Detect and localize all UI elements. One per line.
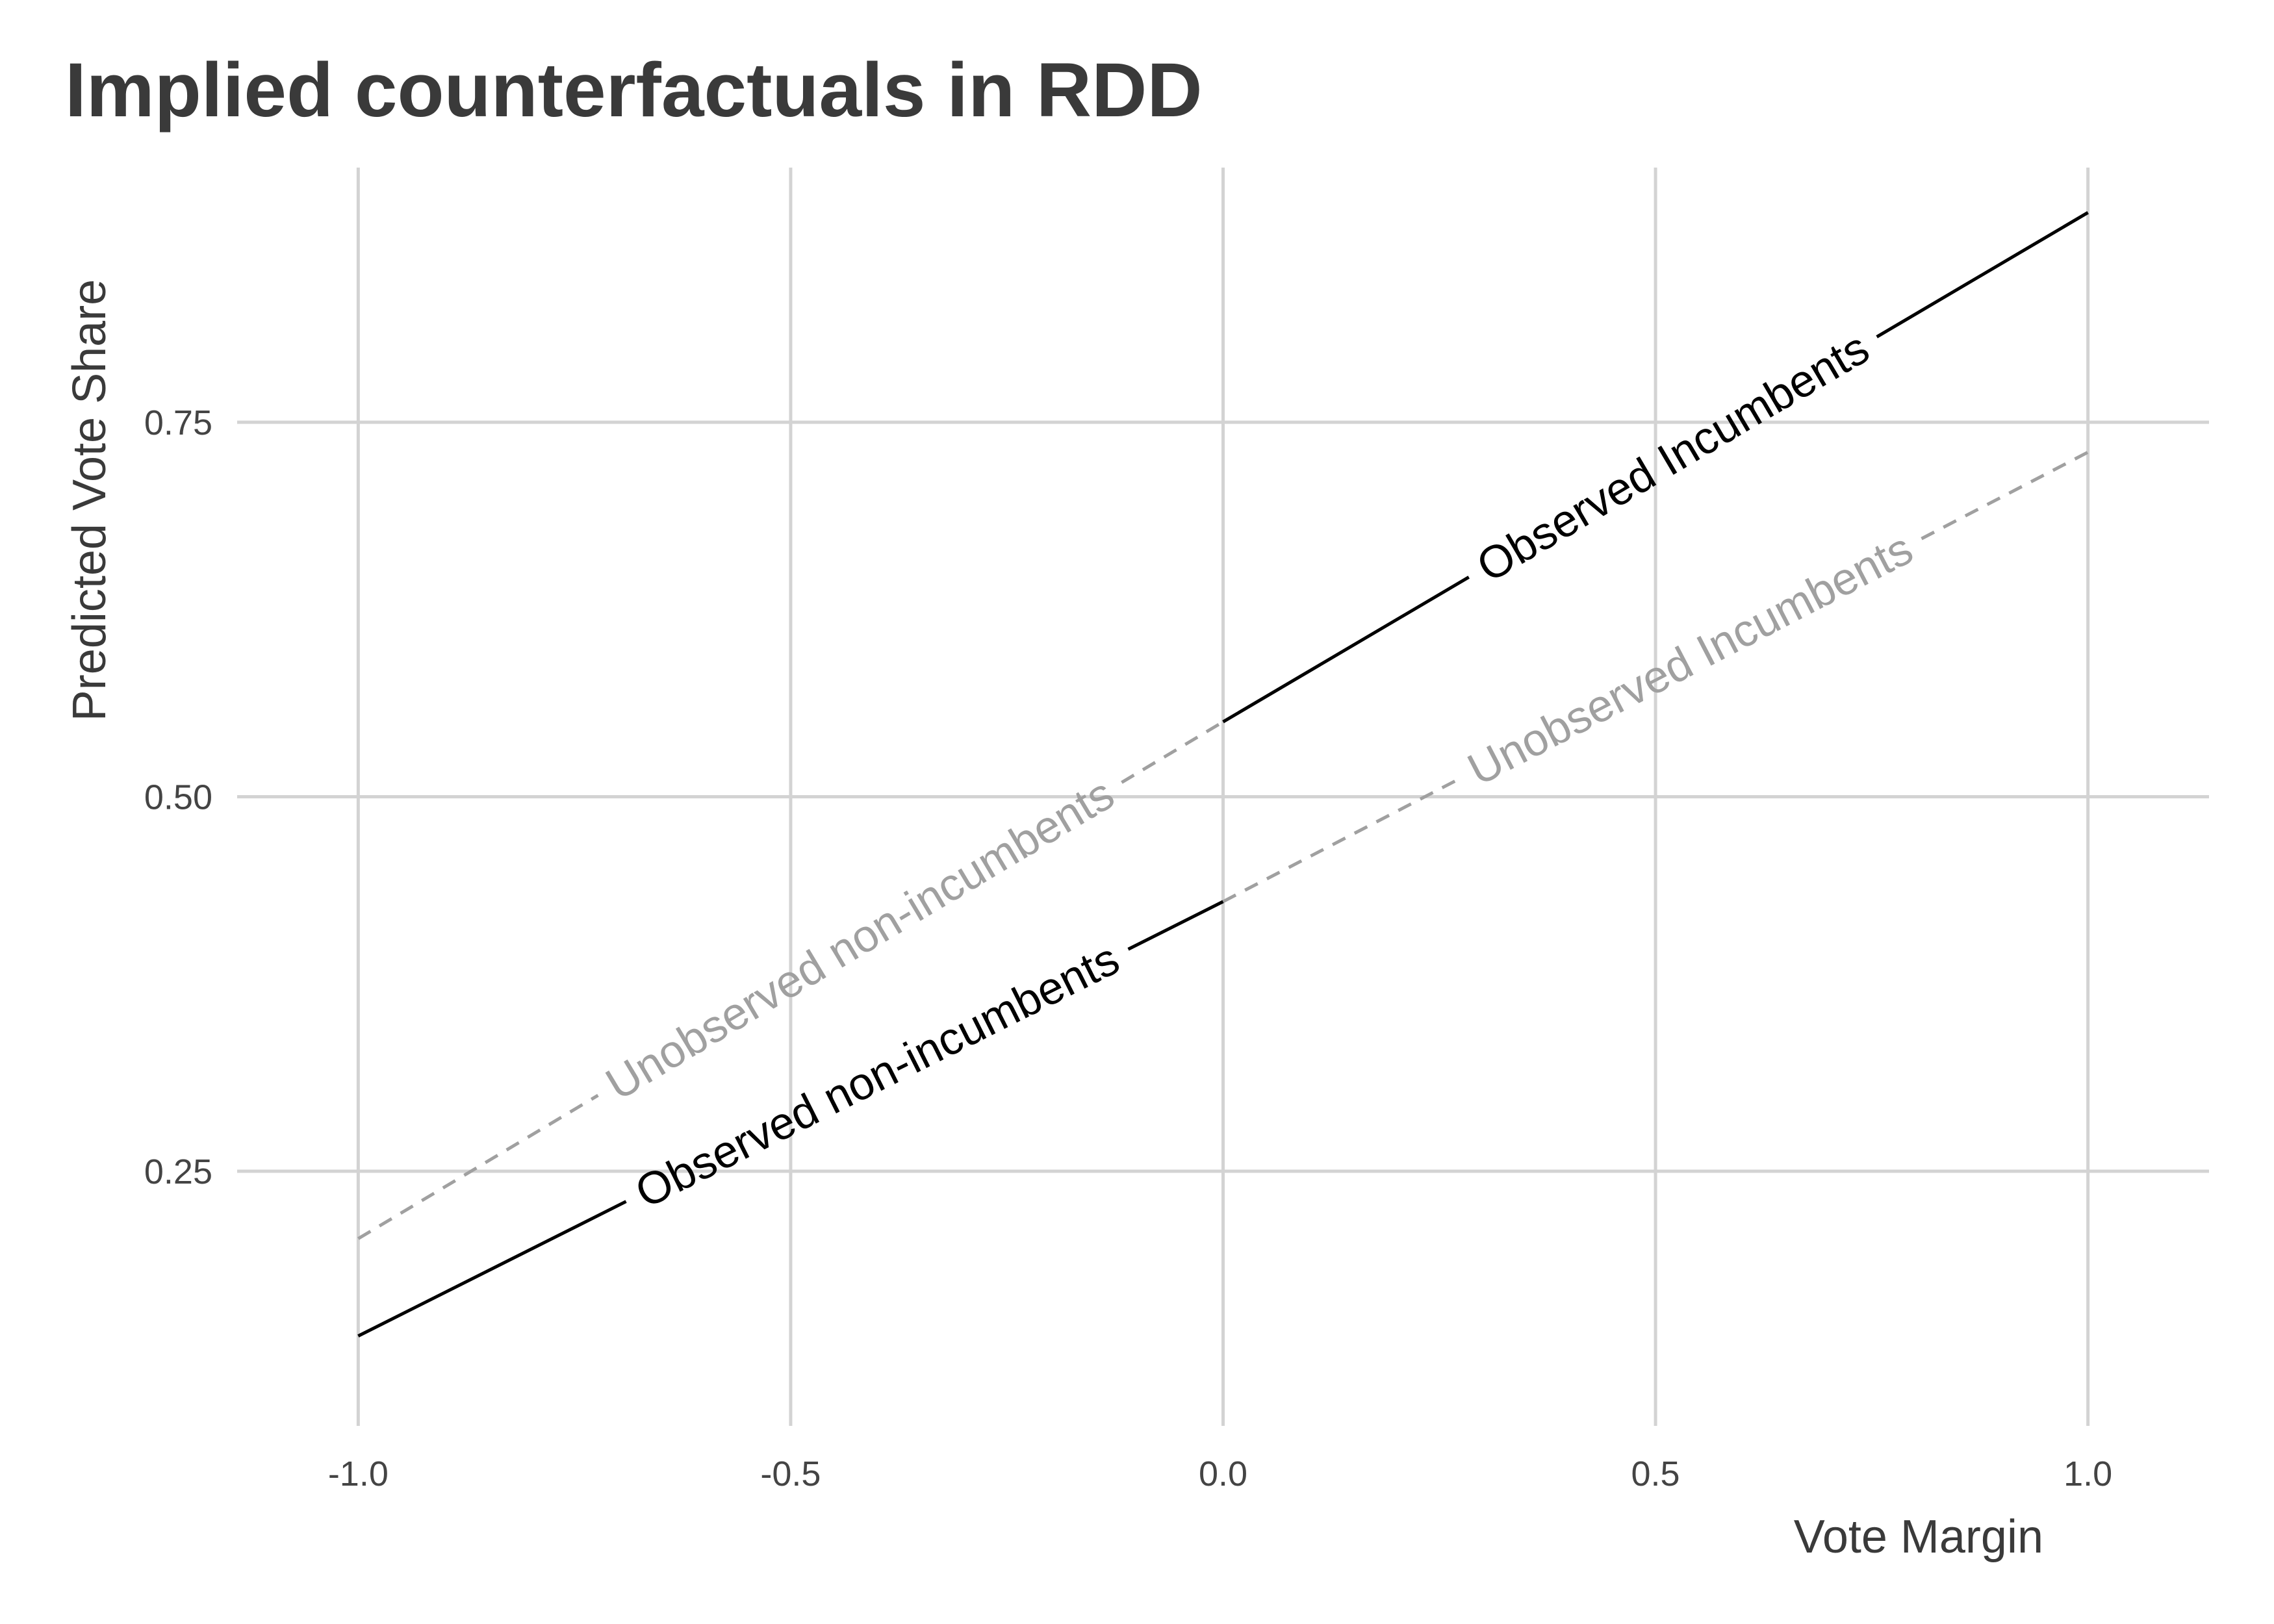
x-tick-label: 0.0 bbox=[1199, 1454, 1247, 1493]
series-label: Observed non-incumbents bbox=[628, 933, 1127, 1217]
series-line-segment bbox=[1222, 778, 1460, 904]
y-tick-label: 0.25 bbox=[144, 1152, 212, 1191]
series-unobserved-non-incumbents bbox=[357, 720, 1224, 1240]
series-line-segment bbox=[1222, 576, 1470, 724]
tick-labels: -1.0 -0.5 0.0 0.5 1.0 0.25 0.50 0.75 bbox=[144, 403, 2112, 1493]
series-line-segment bbox=[1921, 450, 2089, 540]
series-observed-non-incumbents bbox=[357, 900, 1224, 1338]
x-tick-label: -0.5 bbox=[760, 1454, 821, 1493]
series-line-segment bbox=[357, 1200, 627, 1338]
series-lines bbox=[357, 211, 2089, 1338]
chart-title: Implied counterfactuals in RDD bbox=[65, 47, 1203, 133]
y-tick-label: 0.75 bbox=[144, 403, 212, 442]
x-axis-title: Vote Margin bbox=[1794, 1511, 2043, 1563]
series-line-segment bbox=[357, 1094, 599, 1240]
series-line-segment bbox=[1876, 211, 2089, 338]
series-line-segment bbox=[1127, 900, 1224, 951]
x-tick-label: -1.0 bbox=[328, 1454, 389, 1493]
series-unobserved-incumbents bbox=[1222, 450, 2089, 904]
grid-lines bbox=[237, 168, 2209, 1426]
y-tick-label: 0.50 bbox=[144, 778, 212, 817]
series-label: Observed Incumbents bbox=[1468, 322, 1878, 592]
x-tick-label: 1.0 bbox=[2063, 1454, 2112, 1493]
series-observed-incumbents bbox=[1222, 211, 2089, 724]
series-line-segment bbox=[1121, 720, 1224, 784]
x-tick-label: 0.5 bbox=[1631, 1454, 1680, 1493]
y-axis-title: Predicted Vote Share bbox=[64, 279, 116, 721]
